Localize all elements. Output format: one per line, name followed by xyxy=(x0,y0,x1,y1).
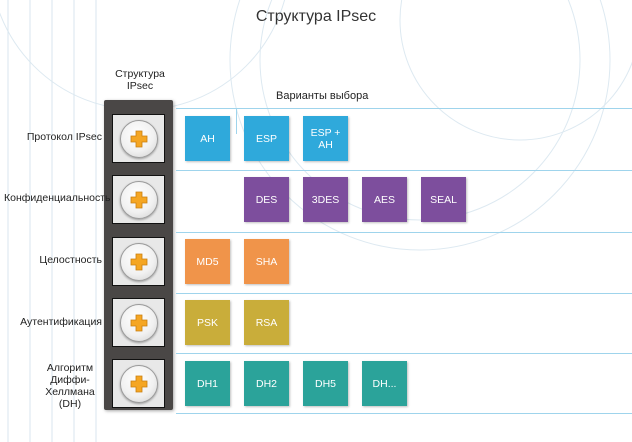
row-label-protocol: Протокол IPsec xyxy=(26,131,102,143)
plus-button-protocol[interactable] xyxy=(119,119,158,158)
row-label-integrity: Целостность xyxy=(39,254,102,266)
option-tile-aes[interactable]: AES xyxy=(362,177,407,222)
plus-button-authentication[interactable] xyxy=(119,303,158,342)
row-label-authentication: Аутентификация xyxy=(20,316,102,328)
option-tile-esp[interactable]: ESP xyxy=(244,116,289,161)
option-tile-3des[interactable]: 3DES xyxy=(303,177,348,222)
plus-icon xyxy=(130,130,147,147)
plus-button-integrity[interactable] xyxy=(119,242,158,281)
structure-column-header: Структура IPsec xyxy=(115,68,165,92)
option-tile-sha[interactable]: SHA xyxy=(244,239,289,284)
options-header: Варианты выбора xyxy=(276,90,369,102)
plus-button-dh[interactable] xyxy=(119,364,158,403)
plus-icon xyxy=(130,314,147,331)
option-tile-dh5[interactable]: DH5 xyxy=(303,361,348,406)
plus-button-confidentiality[interactable] xyxy=(119,180,158,219)
option-tile-des[interactable]: DES xyxy=(244,177,289,222)
option-tile-dh-more[interactable]: DH... xyxy=(362,361,407,406)
option-tile-dh1[interactable]: DH1 xyxy=(185,361,230,406)
option-tile-esp-ah[interactable]: ESP + AH xyxy=(303,116,348,161)
slot-confidentiality xyxy=(112,175,165,224)
separator-line xyxy=(176,353,632,354)
separator-line xyxy=(176,293,632,294)
row-label-confidentiality: Конфиденциальность xyxy=(4,192,111,204)
option-tile-seal[interactable]: SEAL xyxy=(421,177,466,222)
separator-line xyxy=(176,170,632,171)
option-tile-ah[interactable]: AH xyxy=(185,116,230,161)
plus-icon xyxy=(130,375,147,392)
slot-dh xyxy=(112,359,165,408)
separator-line xyxy=(236,108,237,134)
option-tile-dh2[interactable]: DH2 xyxy=(244,361,289,406)
slot-authentication xyxy=(112,298,165,347)
option-tile-md5[interactable]: MD5 xyxy=(185,239,230,284)
plus-icon xyxy=(130,253,147,270)
option-tile-rsa[interactable]: RSA xyxy=(244,300,289,345)
plus-icon xyxy=(130,191,147,208)
separator-line xyxy=(176,232,632,233)
separator-line xyxy=(176,413,632,414)
option-tile-psk[interactable]: PSK xyxy=(185,300,230,345)
page-title: Структура IPsec xyxy=(255,8,377,25)
slot-protocol xyxy=(112,114,165,163)
separator-line xyxy=(176,108,632,109)
row-label-dh: Алгоритм Диффи-Хеллмана (DH) xyxy=(45,362,95,410)
slot-integrity xyxy=(112,237,165,286)
